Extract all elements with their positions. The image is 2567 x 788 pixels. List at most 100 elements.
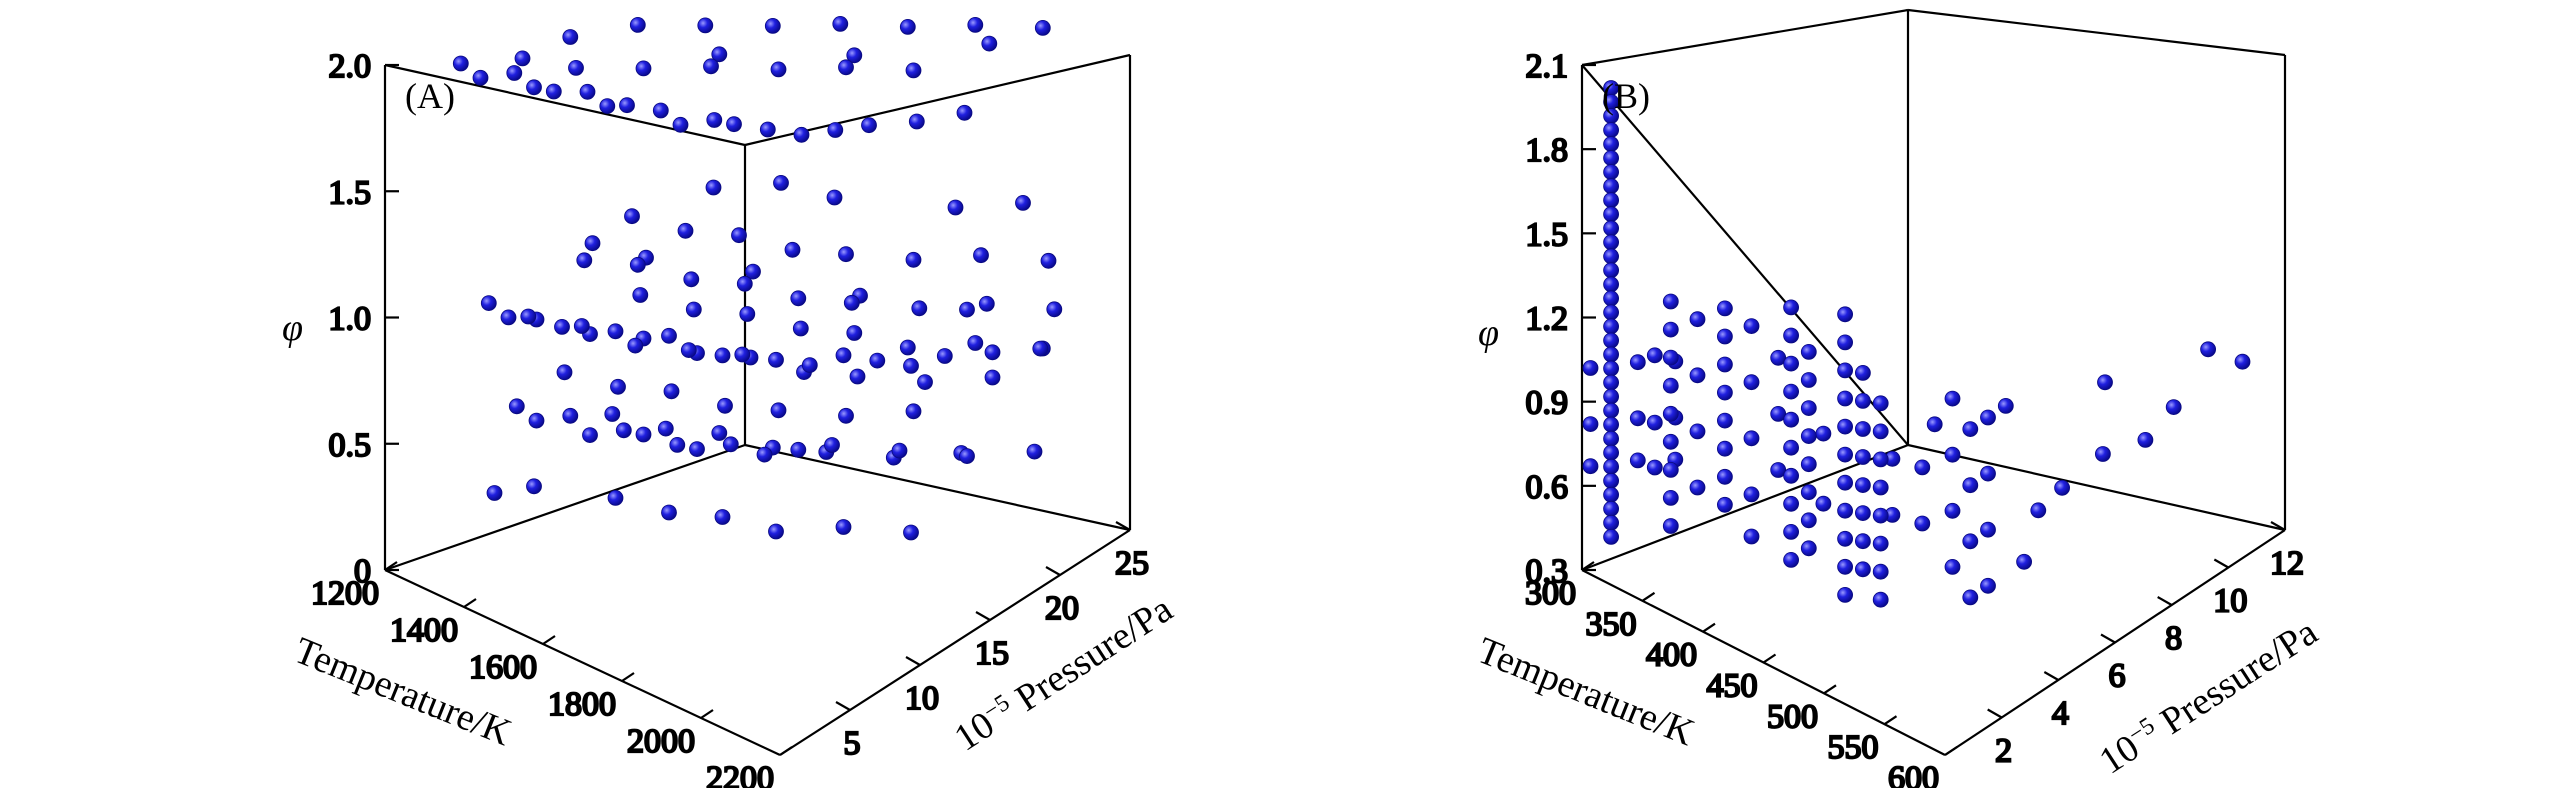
z-tick-label: 1.5	[1526, 216, 1569, 253]
data-point	[632, 287, 649, 303]
data-point	[1032, 340, 1049, 357]
data-point	[705, 179, 722, 196]
data-point	[1783, 524, 1799, 540]
data-point	[905, 403, 922, 420]
data-point	[1783, 552, 1799, 568]
data-point	[526, 79, 542, 96]
data-point	[1662, 433, 1679, 450]
z-tick-label: 2.1	[1526, 48, 1569, 85]
data-point	[624, 208, 640, 225]
data-point	[899, 18, 916, 35]
data-point	[480, 295, 497, 312]
data-point	[773, 174, 789, 191]
data-point	[1980, 521, 1996, 538]
data-point	[756, 446, 773, 463]
data-point	[1872, 423, 1889, 440]
y-tick-label: 2	[1995, 733, 2012, 770]
x-tick-label: 450	[1707, 668, 1758, 705]
z-tick-label: 1.2	[1526, 301, 1569, 338]
data-point	[792, 320, 809, 337]
chart-a-points	[452, 15, 1063, 541]
data-point	[629, 16, 646, 33]
y-tick	[1045, 566, 1061, 576]
y-tick-label: 4	[2052, 695, 2069, 732]
data-point	[1855, 449, 1871, 465]
data-point	[582, 427, 598, 444]
data-point	[1603, 444, 1619, 461]
x-tick-label: 350	[1586, 606, 1637, 643]
data-point	[545, 83, 562, 100]
data-point	[1646, 459, 1663, 476]
data-point	[615, 422, 632, 439]
data-point	[861, 117, 877, 134]
data-point	[1629, 354, 1646, 371]
x-tick-label: 550	[1828, 729, 1879, 766]
data-point	[1855, 421, 1871, 437]
y-tick	[905, 656, 921, 666]
data-point	[1662, 461, 1679, 478]
data-point	[579, 83, 596, 100]
data-point	[869, 352, 886, 369]
data-point	[599, 98, 616, 114]
data-point	[703, 58, 719, 75]
z-tick-label: 1.8	[1526, 132, 1569, 169]
data-point	[1603, 346, 1619, 363]
chart-b-points	[1582, 80, 2251, 608]
data-point	[1783, 355, 1799, 372]
data-point	[663, 383, 680, 400]
data-point	[528, 412, 545, 429]
y-tick	[835, 701, 851, 711]
data-point	[1743, 486, 1760, 503]
data-point	[506, 65, 523, 81]
data-point	[1914, 459, 1931, 476]
data-point	[891, 442, 908, 459]
data-point	[947, 199, 964, 216]
x-tick	[1702, 622, 1716, 633]
data-point	[680, 342, 697, 359]
data-point	[793, 126, 810, 143]
data-point	[768, 523, 784, 540]
data-point	[759, 121, 776, 138]
data-point	[1603, 164, 1619, 181]
data-point	[1944, 559, 1961, 575]
data-point	[784, 241, 801, 258]
data-point	[508, 398, 525, 415]
data-point	[610, 378, 626, 395]
z-tick-label: 0	[354, 553, 371, 590]
data-point	[2200, 341, 2217, 358]
data-point	[1603, 318, 1619, 335]
y-tick-label: 25	[1115, 545, 1149, 582]
x-tick-label: 600	[1888, 760, 1939, 788]
data-point	[1717, 440, 1733, 457]
data-point	[1783, 495, 1799, 512]
data-point	[672, 116, 689, 133]
data-point	[1837, 474, 1853, 491]
data-point	[1689, 311, 1706, 328]
data-point	[1783, 327, 1799, 344]
data-point	[1662, 405, 1679, 422]
data-point	[661, 327, 677, 344]
data-point	[2016, 553, 2032, 570]
data-point	[714, 347, 731, 364]
y-tick	[2213, 558, 2229, 569]
data-point	[562, 407, 579, 424]
data-point	[576, 252, 593, 269]
data-point	[1800, 400, 1817, 417]
data-point	[1872, 591, 1889, 608]
panel-label-b: (B)	[1602, 76, 1650, 116]
data-point	[973, 247, 989, 264]
data-point	[1034, 19, 1051, 36]
data-point	[846, 325, 863, 341]
data-point	[607, 489, 624, 506]
y-tick-label: 12	[2270, 545, 2304, 582]
data-point	[1926, 416, 1943, 433]
data-point	[911, 300, 928, 317]
data-point	[790, 290, 807, 307]
data-point	[706, 112, 723, 128]
data-point	[1603, 150, 1619, 167]
data-point	[1046, 301, 1063, 318]
data-point	[1872, 563, 1889, 580]
data-point	[635, 426, 652, 443]
data-point	[1800, 372, 1817, 388]
